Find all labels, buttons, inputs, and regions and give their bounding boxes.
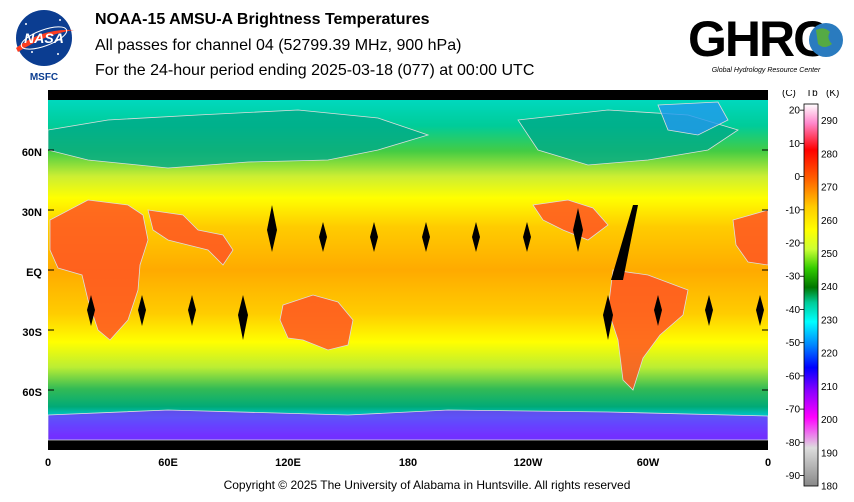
gap-3 [370,222,378,252]
kelvin-tick-label: 270 [821,183,838,194]
kelvin-tick-label: 200 [821,415,838,426]
gap-4 [422,222,430,252]
arabia-india-landmass [147,209,234,266]
chart-title: NOAA-15 AMSU-A Brightness Temperatures [95,11,430,28]
kelvin-tick-label: 230 [821,315,838,326]
gap-7 [573,208,583,252]
gap-13 [603,295,613,340]
map-tick-marks [48,149,768,450]
ghrc-logo: GHRC Global Hydrology Resource Center [688,11,843,74]
greenland [657,101,729,136]
unit-k-label: (K) [826,90,839,99]
gap-14 [654,295,662,326]
lon-label-120w: 120W [513,457,543,469]
celsius-tick-label: -30 [786,272,801,283]
north-america-south-landmass [532,199,609,241]
celsius-tick-label: -90 [786,471,801,482]
lat-label-30s: 30S [22,327,42,339]
period-text: For the 24-hour period ending 2025-03-18… [95,62,535,79]
north-no-data-band [48,90,768,100]
celsius-tick-label: 10 [789,139,801,150]
antarctica [48,409,768,441]
msfc-text: MSFC [30,72,58,83]
unit-c-label: (C) [782,90,796,99]
gap-12 [238,295,248,340]
ghrc-logo-text: GHRC [688,11,828,67]
brightness-temperature-map [48,90,768,450]
unit-tb-label: Tb [806,90,818,99]
lat-label-60s: 60S [22,387,42,399]
kelvin-tick-label: 290 [821,116,838,127]
kelvin-tick-label: 240 [821,282,838,293]
nasa-logo-text: NASA [24,30,64,46]
kelvin-tick-label: 260 [821,216,838,227]
gap-8 [611,205,638,280]
eurasia-north [48,109,430,169]
gap-6 [523,222,531,252]
gap-1 [267,205,277,252]
gap-15 [705,295,713,326]
lon-label-0-right: 0 [764,457,772,469]
celsius-tick-label: -50 [786,338,801,349]
gap-11 [188,295,196,326]
gap-5 [472,222,480,252]
africa-landmass [49,199,149,341]
celsius-tick-label: 20 [789,106,801,117]
kelvin-tick-label: 220 [821,349,838,360]
sahara-east-landmass [732,209,768,266]
lon-label-120e: 120E [275,457,301,469]
colorbar-ticks: 290 280 270 260 250 240 230 220 210 200 190 180 20 10… [786,106,839,490]
lat-label-30n: 30N [21,207,42,219]
chart-subtitle: All passes for channel 04 (52799.39 MHz,… [95,37,462,54]
celsius-tick-label: -70 [786,405,801,416]
lat-label-60n: 60N [21,147,42,159]
lon-label-0-left: 0 [44,457,52,469]
celsius-tick-label: -80 [786,438,801,449]
orbit-gaps [87,205,764,340]
cold-high-latitude-land [48,101,768,441]
australia-landmass [279,294,354,351]
lon-label-180: 180 [398,457,418,469]
colorbar-gradient [803,103,819,487]
kelvin-tick-label: 250 [821,249,838,260]
kelvin-tick-label: 210 [821,382,838,393]
kelvin-tick-label: 190 [821,448,838,459]
celsius-tick-label: -20 [786,239,801,250]
celsius-tick-label: 0 [794,172,800,183]
copyright-text: Copyright © 2025 The University of Alaba… [223,478,631,492]
south-america-landmass [607,269,689,391]
kelvin-tick-label: 180 [821,482,838,491]
lon-label-60w: 60W [636,457,660,469]
gap-2 [319,222,327,252]
colorbar: (C) Tb (K) 290 280 270 260 250 240 230 220 210 20… [782,90,839,490]
land-masses [49,199,768,391]
ghrc-sub-text: Global Hydrology Resource Center [712,67,821,74]
celsius-tick-label: -60 [786,371,801,382]
lon-label-60e: 60E [158,457,178,469]
gap-9 [87,295,95,326]
gap-10 [138,295,146,326]
gap-16 [756,295,764,326]
celsius-tick-label: -10 [786,205,801,216]
kelvin-tick-label: 280 [821,149,838,160]
nasa-logo: NASA MSFC [16,10,74,83]
lat-label-eq: EQ [26,267,42,279]
celsius-tick-label: -40 [786,305,801,316]
